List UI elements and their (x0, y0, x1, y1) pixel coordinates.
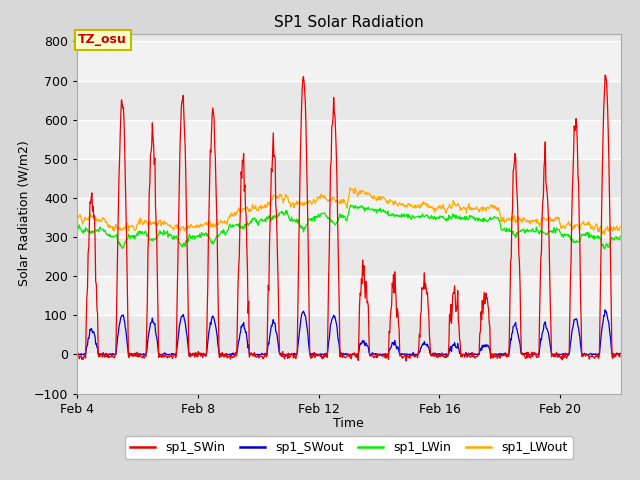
sp1_SWout (202, 351, 209, 357)
sp1_LWin (201, 232, 209, 238)
sp1_SWin (92, 281, 100, 287)
sp1_SWout (601, 307, 609, 312)
sp1_LWout (201, 221, 209, 227)
sp1_LWin (92, 228, 100, 234)
sp1_SWout (513, 325, 520, 331)
Line: sp1_SWout: sp1_SWout (77, 310, 620, 354)
sp1_SWin (300, 74, 307, 80)
Legend: sp1_SWin, sp1_SWout, sp1_LWin, sp1_LWout: sp1_SWin, sp1_SWout, sp1_LWin, sp1_LWout (125, 436, 573, 459)
sp1_LWin (271, 213, 278, 219)
sp1_SWin (381, 354, 388, 360)
sp1_LWout (92, 218, 100, 224)
sp1_LWin (381, 208, 389, 214)
sp1_SWout (76, 351, 83, 357)
sp1_LWout (381, 196, 389, 202)
sp1_LWin (600, 245, 607, 251)
X-axis label: Time: Time (333, 417, 364, 430)
sp1_SWout (93, 345, 100, 350)
sp1_SWout (73, 351, 81, 357)
sp1_SWin (73, 353, 81, 359)
sp1_SWin (271, 153, 278, 158)
sp1_LWin (73, 228, 81, 233)
sp1_SWout (616, 350, 624, 356)
Title: SP1 Solar Radiation: SP1 Solar Radiation (274, 15, 424, 30)
sp1_LWout (300, 203, 307, 208)
Line: sp1_SWin: sp1_SWin (77, 75, 620, 361)
sp1_SWin (601, 72, 609, 78)
sp1_SWout (271, 321, 279, 326)
sp1_SWout (381, 351, 389, 357)
sp1_LWout (616, 224, 624, 229)
sp1_SWin (403, 358, 410, 364)
sp1_LWout (513, 217, 520, 223)
Bar (77, 354, 621, 394)
Y-axis label: Solar Radiation (W/m2): Solar Radiation (W/m2) (18, 141, 31, 287)
sp1_SWout (300, 310, 308, 315)
sp1_LWin (300, 229, 307, 235)
sp1_LWout (600, 231, 608, 237)
sp1_SWin (616, 352, 624, 358)
Text: TZ_osu: TZ_osu (78, 34, 127, 47)
Line: sp1_LWout: sp1_LWout (77, 188, 620, 234)
sp1_LWin (513, 234, 520, 240)
sp1_LWout (346, 185, 354, 191)
sp1_LWin (347, 202, 355, 208)
Bar (77, 120, 621, 159)
Line: sp1_LWin: sp1_LWin (77, 205, 620, 248)
Bar (77, 276, 621, 315)
Bar (77, 198, 621, 237)
sp1_SWin (513, 176, 520, 181)
sp1_LWout (271, 193, 278, 199)
sp1_SWin (201, 352, 209, 358)
sp1_LWout (73, 216, 81, 222)
sp1_LWin (616, 233, 624, 239)
Bar (77, 41, 621, 81)
